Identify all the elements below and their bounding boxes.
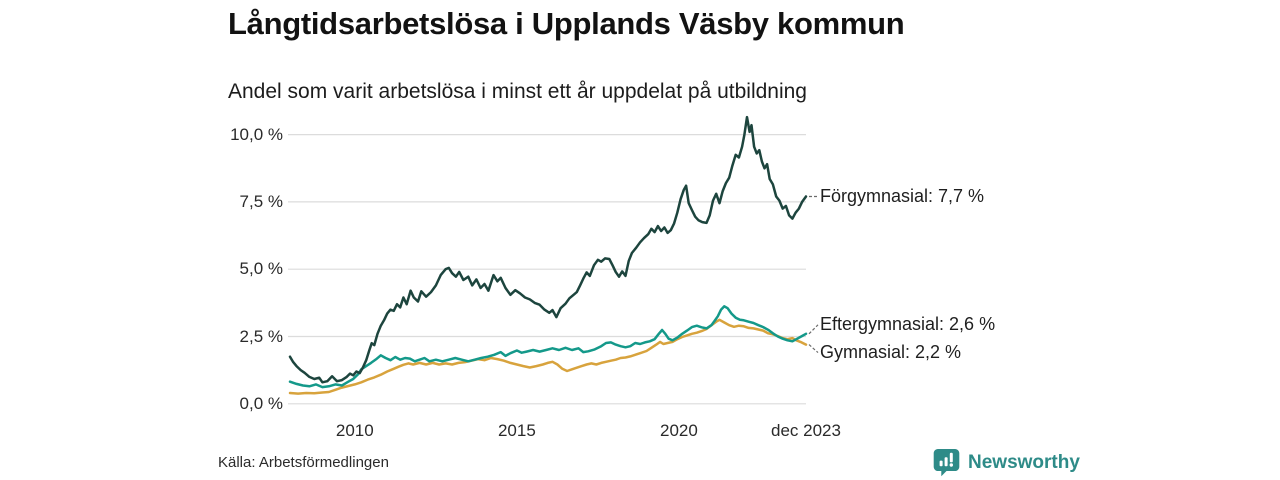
series-line-gymnasial	[288, 318, 808, 395]
source-note: Källa: Arbetsförmedlingen	[218, 454, 389, 471]
y-tick-label: 0,0 %	[239, 393, 283, 413]
branding-name: Newsworthy	[968, 451, 1080, 473]
newsworthy-chart-bubble-icon	[933, 449, 960, 477]
series-line-eftergymnasial	[288, 305, 808, 389]
chart-subtitle: Andel som varit arbetslösa i minst ett å…	[228, 80, 807, 103]
series-label-förgymnasial: Förgymnasial: 7,7 %	[820, 185, 985, 206]
series-label-gymnasial: Gymnasial: 2,2 %	[820, 341, 962, 362]
series-label-eftergymnasial: Eftergymnasial: 2,6 %	[820, 313, 996, 334]
x-tick-label: dec 2023	[771, 421, 841, 440]
series-line-förgymnasial	[288, 115, 808, 384]
y-tick-label: 10,0 %	[230, 124, 283, 144]
label-connector	[808, 324, 819, 335]
x-tick-label: 2010	[335, 421, 374, 440]
y-tick-label: 5,0 %	[239, 259, 283, 279]
branding: Newsworthy	[933, 448, 1080, 477]
x-tick-label: 2020	[660, 421, 698, 440]
chart-title: Långtidsarbetslösa i Upplands Väsby komm…	[228, 6, 905, 41]
x-tick-label: 2015	[497, 421, 536, 440]
label-connector	[808, 344, 819, 354]
y-tick-label: 7,5 %	[239, 191, 283, 211]
y-tick-label: 2,5 %	[239, 326, 283, 346]
